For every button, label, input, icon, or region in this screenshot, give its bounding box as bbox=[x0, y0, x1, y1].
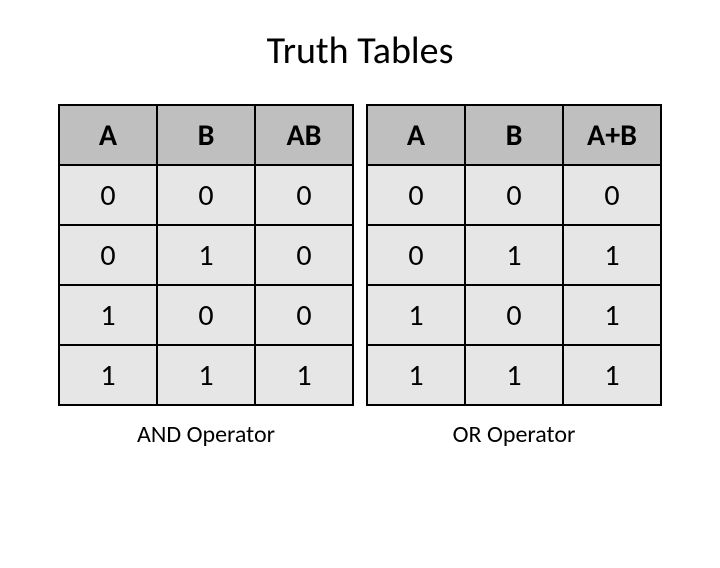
and-truth-table: A B AB 0 0 0 0 1 0 1 0 bbox=[58, 104, 354, 406]
cell: 1 bbox=[367, 345, 465, 405]
and-col-b: B bbox=[157, 105, 255, 165]
cell: 1 bbox=[59, 285, 157, 345]
cell: 0 bbox=[59, 165, 157, 225]
and-caption: AND Operator bbox=[58, 420, 354, 449]
table-row: 1 0 1 bbox=[367, 285, 661, 345]
or-col-a: A bbox=[367, 105, 465, 165]
cell: 1 bbox=[563, 285, 661, 345]
tables-container: A B AB 0 0 0 0 1 0 1 0 bbox=[0, 104, 720, 449]
cell: 1 bbox=[157, 225, 255, 285]
cell: 0 bbox=[255, 165, 353, 225]
cell: 0 bbox=[563, 165, 661, 225]
table-row: 1 1 1 bbox=[59, 345, 353, 405]
or-truth-table: A B A+B 0 0 0 0 1 1 1 0 bbox=[366, 104, 662, 406]
table-row: 0 0 0 bbox=[59, 165, 353, 225]
cell: 0 bbox=[157, 165, 255, 225]
cell: 0 bbox=[367, 165, 465, 225]
cell: 0 bbox=[59, 225, 157, 285]
table-row: 1 0 0 bbox=[59, 285, 353, 345]
cell: 1 bbox=[367, 285, 465, 345]
table-row: 0 0 0 bbox=[367, 165, 661, 225]
cell: 0 bbox=[157, 285, 255, 345]
table-header-row: A B AB bbox=[59, 105, 353, 165]
table-row: 0 1 0 bbox=[59, 225, 353, 285]
or-col-apb: A+B bbox=[563, 105, 661, 165]
or-col-b: B bbox=[465, 105, 563, 165]
cell: 1 bbox=[563, 345, 661, 405]
cell: 1 bbox=[59, 345, 157, 405]
and-col-a: A bbox=[59, 105, 157, 165]
table-row: 0 1 1 bbox=[367, 225, 661, 285]
cell: 0 bbox=[465, 165, 563, 225]
cell: 1 bbox=[157, 345, 255, 405]
cell: 0 bbox=[367, 225, 465, 285]
page-title: Truth Tables bbox=[0, 28, 720, 74]
and-col-ab: AB bbox=[255, 105, 353, 165]
and-table-block: A B AB 0 0 0 0 1 0 1 0 bbox=[58, 104, 354, 449]
cell: 0 bbox=[255, 225, 353, 285]
cell: 0 bbox=[255, 285, 353, 345]
cell: 0 bbox=[465, 285, 563, 345]
table-header-row: A B A+B bbox=[367, 105, 661, 165]
or-table-block: A B A+B 0 0 0 0 1 1 1 0 bbox=[366, 104, 662, 449]
cell: 1 bbox=[465, 225, 563, 285]
or-caption: OR Operator bbox=[366, 420, 662, 449]
table-row: 1 1 1 bbox=[367, 345, 661, 405]
cell: 1 bbox=[255, 345, 353, 405]
cell: 1 bbox=[465, 345, 563, 405]
cell: 1 bbox=[563, 225, 661, 285]
